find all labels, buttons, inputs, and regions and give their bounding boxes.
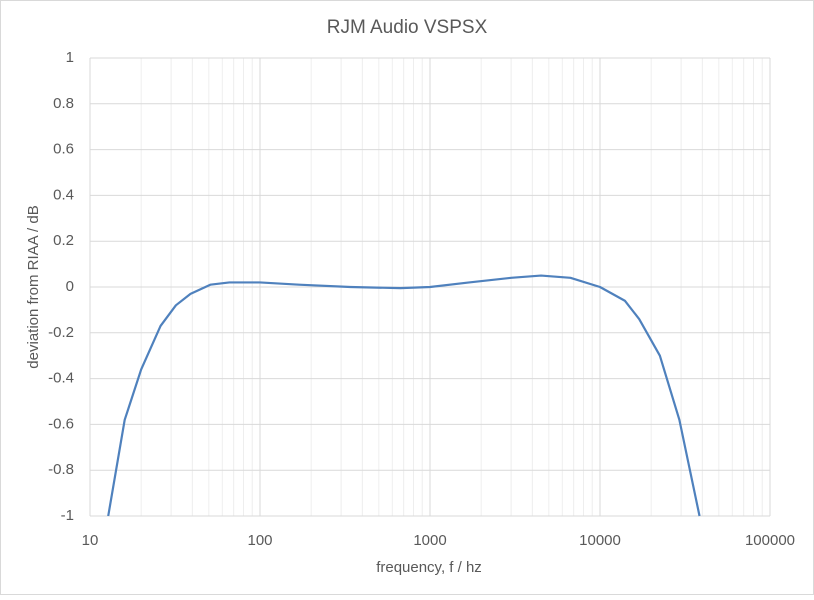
y-tick-label: 0.8 <box>53 95 74 112</box>
x-tick-label: 100 <box>247 532 272 549</box>
data-line <box>107 274 701 517</box>
x-axis-label: frequency, f / hz <box>376 559 482 576</box>
y-tick-label: 0.4 <box>53 186 74 203</box>
x-tick-label: 10 <box>82 532 99 549</box>
x-tick-label: 10000 <box>579 532 621 549</box>
chart-title: RJM Audio VSPSX <box>327 17 488 38</box>
x-tick-label: 100000 <box>745 532 795 549</box>
y-tick-label: 1 <box>66 49 74 66</box>
y-tick-label: -1 <box>61 507 74 524</box>
y-tick-label: -0.8 <box>48 461 74 478</box>
y-tick-label: -0.4 <box>48 370 74 387</box>
y-tick-label: -0.2 <box>48 324 74 341</box>
y-tick-label: 0.6 <box>53 141 74 158</box>
y-tick-label: -0.6 <box>48 415 74 432</box>
y-axis-label: deviation from RIAA / dB <box>25 205 42 368</box>
y-tick-label: 0.2 <box>53 232 74 249</box>
y-tick-label: 0 <box>66 278 74 295</box>
x-tick-label: 1000 <box>413 532 446 549</box>
